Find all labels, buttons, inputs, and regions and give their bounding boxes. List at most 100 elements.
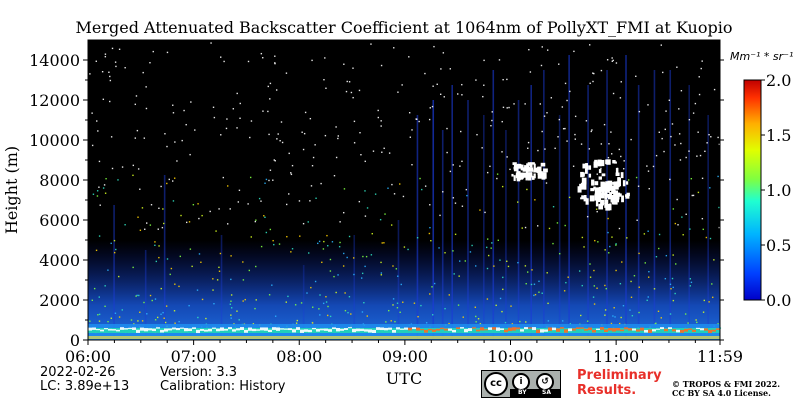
noise-pixel [638,311,640,314]
surface-layer-peak [120,327,124,330]
noise-pixel [263,215,265,217]
noise-pixel [635,75,637,78]
noise-pixel [626,237,628,239]
noise-pixel [710,136,712,138]
noise-pixel [664,128,666,131]
noise-pixel [315,197,317,199]
noise-pixel [118,275,120,278]
noise-pixel [690,177,693,180]
noise-pixel [176,160,178,162]
noise-pixel [333,174,336,177]
noise-pixel [643,233,646,235]
surface-layer-peak [204,329,208,332]
noise-pixel [366,207,369,209]
noise-pixel [370,43,372,45]
noise-pixel [600,167,602,170]
noise-pixel [393,47,395,49]
colorbar-tick-label: 1.0 [766,181,791,200]
surface-layer-peak [488,327,492,330]
cloud-pixel [594,187,600,194]
noise-pixel [392,298,395,300]
noise-pixel [166,145,168,148]
noise-pixel [364,265,366,268]
noise-pixel [475,79,477,81]
noise-pixel [209,210,211,213]
cloud-pixel [524,165,527,172]
noise-pixel [198,253,201,255]
noise-pixel [444,252,446,254]
noise-pixel [374,193,377,195]
surface-layer-peak [92,327,96,330]
noise-pixel [592,72,594,74]
noise-pixel [658,131,660,133]
noise-pixel [383,147,385,150]
noise-pixel [151,299,153,302]
noise-pixel [162,311,164,314]
surface-layer-peak [472,327,476,329]
noise-pixel [672,208,675,210]
noise-pixel [308,252,310,254]
cloud-pixel [590,188,595,192]
cloud-pixel [582,163,586,169]
noise-pixel [104,192,107,194]
noise-pixel [607,231,609,234]
noise-pixel [331,241,334,243]
cloud-pixel [598,203,604,210]
noise-pixel [469,251,472,253]
noise-pixel [99,204,101,206]
noise-pixel [107,269,109,271]
noise-pixel [611,57,613,59]
surface-layer-peak [476,329,480,332]
noise-pixel [695,319,697,321]
noise-pixel [671,277,674,280]
noise-pixel [647,230,649,232]
cloud-pixel [538,171,543,177]
noise-pixel [287,295,289,298]
noise-pixel [188,221,191,223]
noise-pixel [121,166,124,168]
noise-pixel [448,294,450,296]
surface-layer-peak [188,328,192,332]
noise-pixel [189,248,192,250]
noise-pixel [92,193,95,195]
chart-title: Merged Attenuated Backscatter Coefficien… [76,18,733,37]
noise-pixel [285,72,288,74]
colorbar-tick-label: 2.0 [766,71,791,90]
cloud-pixel [621,195,624,203]
surface-layer-peak [700,328,704,331]
noise-pixel [615,244,617,246]
surface-layer-peak [380,327,384,331]
noise-pixel [132,164,135,167]
noise-pixel [268,133,270,136]
noise-pixel [646,165,648,167]
noise-pixel [664,277,667,280]
noise-pixel [96,190,99,192]
noise-pixel [638,110,641,113]
noise-pixel [377,109,379,112]
noise-pixel [96,120,98,122]
noise-pixel [244,298,246,301]
noise-pixel [504,321,507,324]
noise-pixel [638,252,640,255]
noise-pixel [534,293,537,296]
noise-pixel [685,213,687,215]
surface-layer-peak [316,328,320,332]
surface-layer-peak [260,327,264,331]
noise-pixel [352,96,354,99]
noise-pixel [433,45,435,48]
noise-pixel [172,104,174,106]
cloud-pixel [626,192,630,197]
noise-pixel [697,131,699,133]
cloud-pixel [543,168,548,173]
cloud-pixel [613,190,619,195]
noise-pixel [109,75,111,78]
noise-pixel [502,288,504,291]
cloud-pixel [585,198,589,205]
noise-pixel [396,302,399,304]
noise-pixel [388,152,391,154]
noise-pixel [486,298,489,300]
surface-layer-peak [352,328,356,333]
surface-layer-peak [344,328,348,330]
noise-pixel [171,180,174,182]
surface-layer-peak [124,328,128,330]
